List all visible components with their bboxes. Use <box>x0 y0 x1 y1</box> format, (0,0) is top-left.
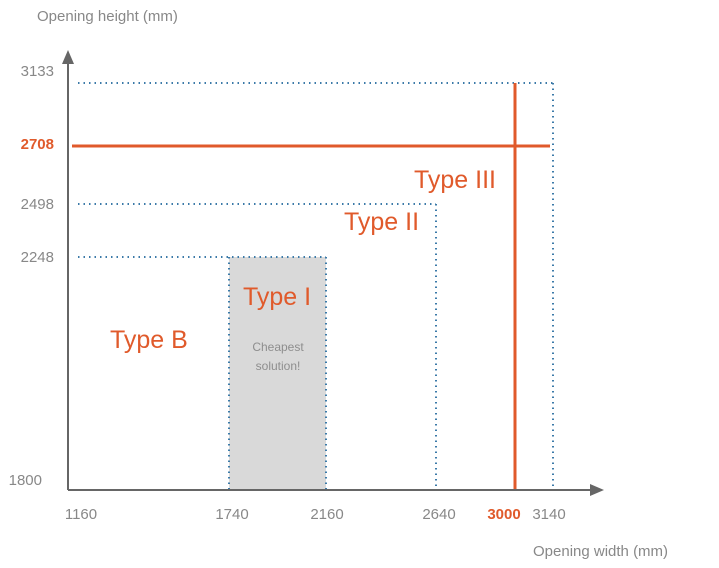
y-axis-title: Opening height (mm) <box>37 8 178 25</box>
x-axis-arrow <box>590 484 604 496</box>
y-tick-2708: 2708 <box>20 136 54 153</box>
x-tick-3000: 3000 <box>487 506 521 523</box>
y-axis-arrow <box>62 50 74 64</box>
x-tick-2640: 2640 <box>422 506 456 523</box>
x-axis-title: Opening width (mm) <box>533 543 669 560</box>
y-tick-2248: 2248 <box>20 249 54 266</box>
type-i-note: Cheapest solution! <box>252 340 304 373</box>
type-b-label: Type B <box>110 326 188 354</box>
type-i-region <box>229 257 326 490</box>
type-ii-label: Type II <box>344 208 420 236</box>
x-tick-1160: 1160 <box>64 506 98 523</box>
y-tick-2498: 2498 <box>20 196 54 213</box>
y-tick-1800: 1800 <box>8 472 42 489</box>
x-tick-2160: 2160 <box>310 506 344 523</box>
y-tick-3133: 3133 <box>20 63 54 80</box>
x-tick-1740: 1740 <box>215 506 249 523</box>
x-tick-3140: 3140 <box>532 506 566 523</box>
type-iii-label: Type III <box>414 166 496 194</box>
type-i-label: Type I <box>243 283 312 311</box>
